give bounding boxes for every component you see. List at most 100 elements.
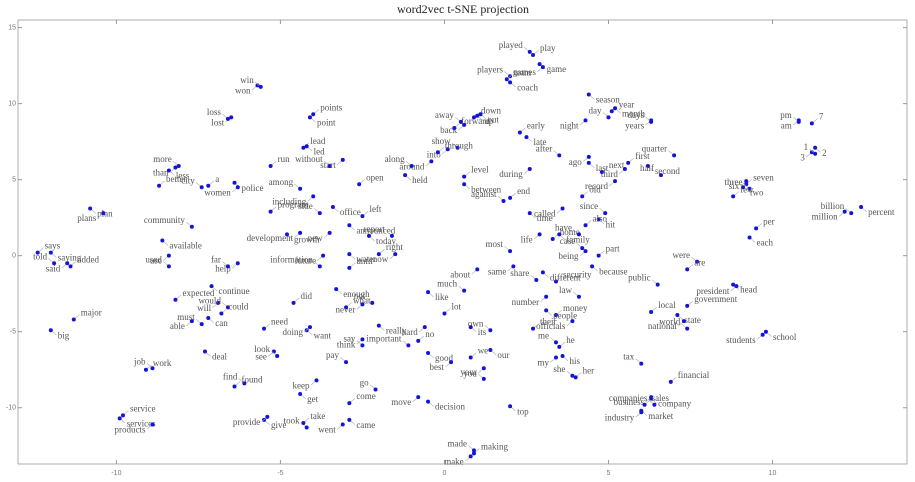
word-label: development <box>247 233 294 243</box>
word-label: down <box>481 105 501 115</box>
word-label: find <box>223 371 238 381</box>
word-label: since <box>580 201 599 211</box>
point <box>462 288 467 293</box>
word-label: play <box>540 43 556 53</box>
point <box>599 170 604 175</box>
word-label: local <box>658 300 676 310</box>
word-label: two <box>750 187 764 197</box>
point <box>334 287 339 292</box>
word-label: game <box>547 64 567 74</box>
word-label: old <box>589 184 601 194</box>
point <box>235 261 240 266</box>
word-label: family <box>566 234 590 244</box>
point <box>508 404 513 409</box>
point <box>809 150 814 155</box>
word-label: went <box>318 425 336 435</box>
word-label: into <box>427 149 442 159</box>
word-label: available <box>169 241 201 251</box>
y-tick-label: 0 <box>12 253 16 260</box>
point <box>189 224 194 229</box>
word-label: did <box>301 291 313 301</box>
word-label: team <box>514 67 532 77</box>
word-label: companies <box>609 393 648 403</box>
word-label: left <box>369 204 381 214</box>
point <box>452 125 457 130</box>
point <box>747 186 752 191</box>
word-label: growth <box>294 234 320 244</box>
point <box>645 163 650 168</box>
word-label: hit <box>606 219 616 229</box>
point <box>557 344 562 349</box>
word-label: are <box>694 257 705 267</box>
point <box>199 185 204 190</box>
word-label: away <box>435 110 454 120</box>
word-label: their <box>540 317 557 327</box>
word-label: each <box>757 238 774 248</box>
word-label: days <box>628 110 645 120</box>
word-label: were <box>673 250 691 260</box>
word-label: because <box>599 266 627 276</box>
point <box>596 253 601 258</box>
word-label: less <box>176 171 190 181</box>
word-label: up <box>484 116 494 126</box>
point <box>173 165 178 170</box>
point <box>357 182 362 187</box>
point <box>527 167 532 172</box>
word-label: better <box>166 174 187 184</box>
word-label: case <box>560 236 576 246</box>
word-label: home <box>560 227 580 237</box>
word-label: financial <box>678 370 710 380</box>
point <box>314 378 319 383</box>
point <box>88 206 93 211</box>
point <box>150 366 155 371</box>
point <box>731 282 736 287</box>
word-label: world <box>659 317 680 327</box>
word-label: added <box>77 254 99 264</box>
point <box>304 144 309 149</box>
word-label: help <box>215 263 231 273</box>
point <box>307 115 312 120</box>
point <box>416 395 421 400</box>
word-label: city <box>181 175 195 185</box>
word-label: look <box>254 344 271 354</box>
word-label: money <box>563 303 588 313</box>
word-label: per <box>763 216 775 226</box>
point <box>586 160 591 165</box>
word-label: must <box>177 312 195 322</box>
word-label: will <box>197 303 212 313</box>
point <box>166 168 171 173</box>
point <box>71 317 76 322</box>
word-label: called <box>534 209 556 219</box>
word-label: best <box>430 362 445 372</box>
word-label: came <box>356 420 375 430</box>
word-label: business <box>614 397 645 407</box>
word-label: company <box>658 399 691 409</box>
point <box>596 217 601 222</box>
point <box>478 112 483 117</box>
point <box>166 253 171 258</box>
point <box>209 284 214 289</box>
word-label: said <box>46 263 61 273</box>
word-label: next <box>609 160 625 170</box>
word-label: year <box>619 99 635 109</box>
point <box>426 351 431 355</box>
word-label: players <box>477 64 503 74</box>
point <box>508 249 513 254</box>
point <box>232 384 237 389</box>
word-label: much <box>437 279 457 289</box>
word-label: first <box>635 151 650 161</box>
point <box>120 413 125 418</box>
word-label: led <box>314 146 325 156</box>
point <box>471 115 476 120</box>
word-label: life <box>521 234 533 244</box>
word-label: won <box>235 85 251 95</box>
point <box>586 92 591 97</box>
point <box>301 420 306 425</box>
word-label: officials <box>536 321 566 331</box>
word-label: held <box>412 175 428 185</box>
point <box>583 249 588 254</box>
word-label: new <box>308 233 323 243</box>
point <box>583 118 588 123</box>
word-label: part <box>606 244 620 254</box>
point <box>747 235 752 240</box>
